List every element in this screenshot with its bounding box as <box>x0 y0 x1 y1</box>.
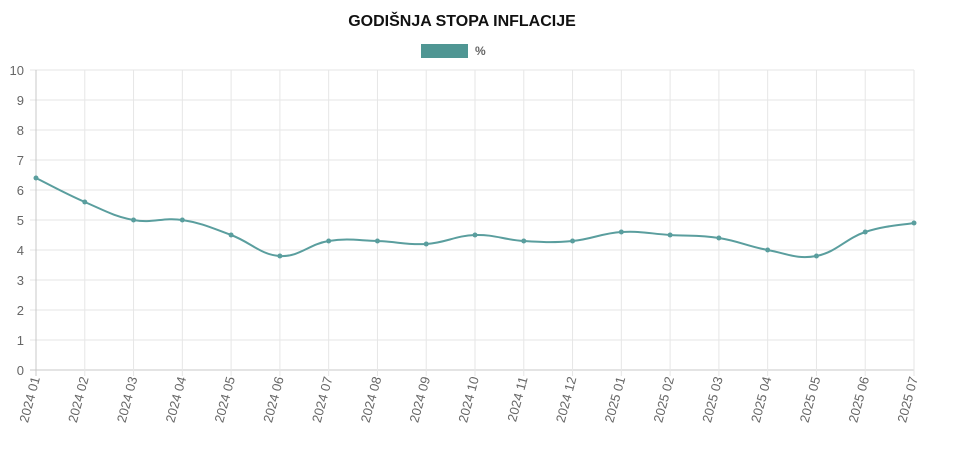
data-point-2024-01[interactable] <box>33 175 39 181</box>
y-axis: 0 1 2 3 4 5 6 7 8 9 10 <box>10 63 24 378</box>
data-point-2025-01[interactable] <box>618 229 624 235</box>
data-point-2024-04[interactable] <box>179 217 185 223</box>
data-point-2024-02[interactable] <box>82 199 88 205</box>
data-point-2024-05[interactable] <box>228 232 234 238</box>
legend-label-percent: % <box>475 44 486 58</box>
data-point-2025-02[interactable] <box>667 232 673 238</box>
y-tick-label: 7 <box>17 153 24 168</box>
data-point-2025-06[interactable] <box>862 229 868 235</box>
x-tick-label: 2024 12 <box>553 375 580 424</box>
y-tick-label: 1 <box>17 333 24 348</box>
x-tick-label: 2025 03 <box>699 375 726 424</box>
data-point-2025-04[interactable] <box>765 247 771 253</box>
y-tick-label: 6 <box>17 183 24 198</box>
data-point-2024-11[interactable] <box>521 238 527 244</box>
data-point-2024-07[interactable] <box>326 238 332 244</box>
data-point-2025-05[interactable] <box>813 253 819 259</box>
grid <box>30 69 915 376</box>
data-point-2024-06[interactable] <box>277 253 283 259</box>
y-tick-label: 5 <box>17 213 24 228</box>
data-point-2024-12[interactable] <box>570 238 576 244</box>
data-point-2025-03[interactable] <box>716 235 722 241</box>
x-tick-label: 2025 06 <box>845 375 872 424</box>
x-tick-label: 2024 04 <box>163 375 190 424</box>
data-point-2025-07[interactable] <box>911 220 917 226</box>
y-tick-label: 3 <box>17 273 24 288</box>
x-tick-label: 2025 07 <box>894 375 921 424</box>
y-tick-label: 8 <box>17 123 24 138</box>
data-point-2024-08[interactable] <box>374 238 380 244</box>
y-tick-label: 9 <box>17 93 24 108</box>
chart-title: GODIŠNJA STOPA INFLACIJE <box>348 11 576 30</box>
x-tick-label: 2024 06 <box>260 375 287 424</box>
x-tick-label: 2024 01 <box>16 375 43 424</box>
x-tick-label: 2024 10 <box>455 375 482 424</box>
y-tick-label: 0 <box>17 363 24 378</box>
data-point-2024-03[interactable] <box>131 217 137 223</box>
y-tick-label: 10 <box>10 63 24 78</box>
x-tick-label: 2024 11 <box>504 375 530 423</box>
legend-swatch <box>421 44 468 58</box>
x-tick-label: 2025 04 <box>748 375 775 424</box>
x-tick-label: 2024 08 <box>358 375 385 424</box>
x-tick-label: 2025 01 <box>602 375 629 424</box>
x-tick-label: 2025 05 <box>797 375 824 424</box>
x-tick-label: 2024 07 <box>309 375 336 424</box>
x-tick-label: 2024 05 <box>211 375 238 424</box>
series-percent <box>33 175 917 259</box>
x-tick-label: 2024 09 <box>406 375 433 424</box>
x-tick-label: 2024 02 <box>65 375 92 424</box>
x-tick-label: 2024 03 <box>114 375 141 424</box>
legend[interactable]: % <box>421 44 486 58</box>
x-tick-label: 2025 02 <box>650 375 677 424</box>
x-axis: 2024 01 2024 02 2024 03 2024 04 2024 05 2024 … <box>16 375 921 424</box>
data-point-2024-09[interactable] <box>423 241 429 247</box>
y-tick-label: 4 <box>17 243 24 258</box>
y-tick-label: 2 <box>17 303 24 318</box>
data-point-2024-10[interactable] <box>472 232 478 238</box>
